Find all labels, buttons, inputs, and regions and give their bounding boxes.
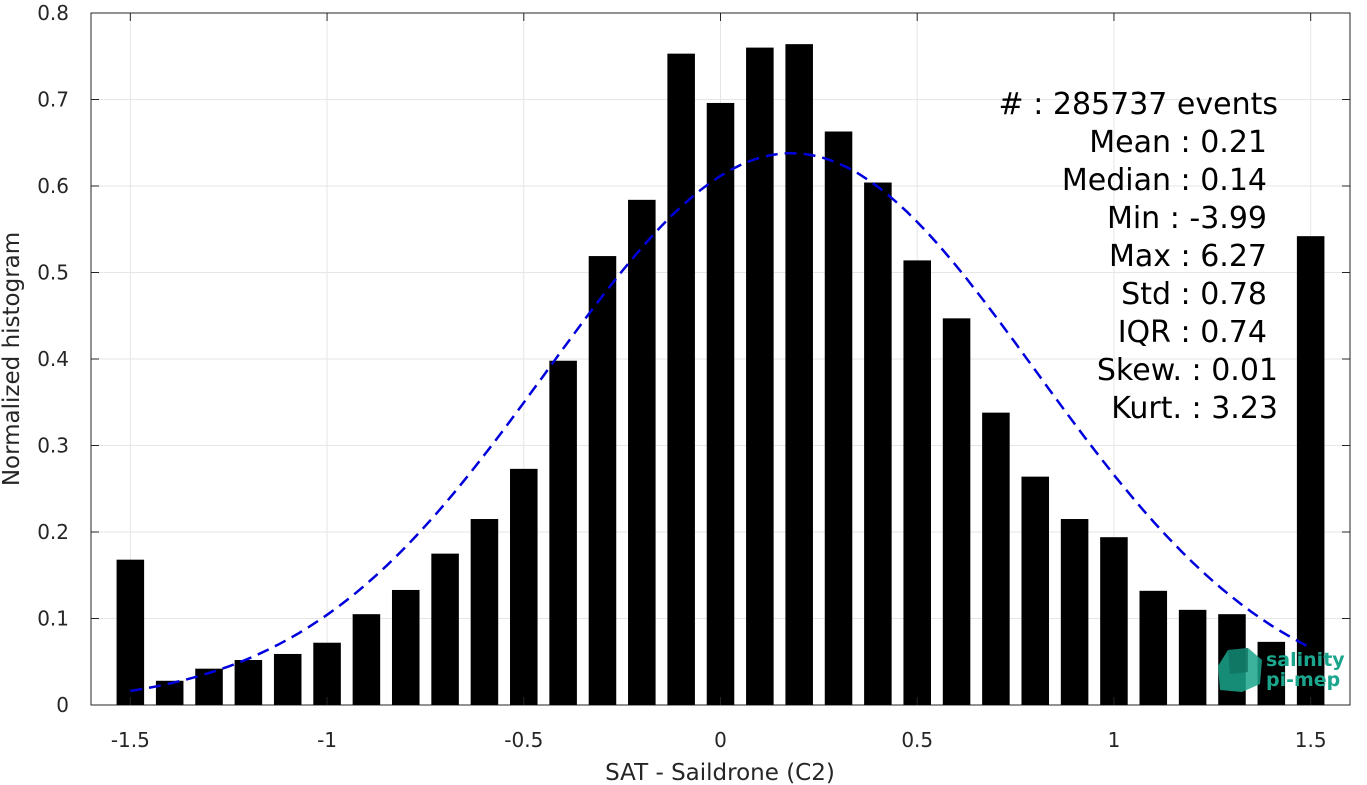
histogram-bar bbox=[116, 559, 145, 705]
histogram-bar bbox=[273, 653, 302, 705]
histogram-bar bbox=[549, 360, 577, 705]
y-tick-label: 0.4 bbox=[37, 347, 69, 371]
x-axis-label: SAT - Saildrone (C2) bbox=[605, 760, 835, 785]
histogram-bar bbox=[313, 642, 341, 705]
x-tick-label: -0.5 bbox=[504, 728, 543, 752]
histogram-bar bbox=[864, 182, 892, 706]
stat-line: Min : -3.99 bbox=[1107, 201, 1267, 236]
histogram-bar bbox=[1100, 537, 1128, 705]
x-tick-label: 0.5 bbox=[901, 728, 933, 752]
histogram-bar bbox=[628, 199, 656, 705]
histogram-bar bbox=[1296, 236, 1325, 706]
stat-line: # : 285737 events bbox=[999, 87, 1278, 122]
histogram-bar bbox=[942, 318, 971, 705]
fit-curve bbox=[130, 151, 1312, 693]
histogram-bar bbox=[746, 47, 774, 706]
histogram-bar bbox=[510, 468, 538, 705]
logo-cube-shade bbox=[1228, 648, 1248, 674]
y-tick-label: 0.8 bbox=[37, 1, 69, 25]
histogram-bar bbox=[195, 668, 223, 705]
histogram-bar bbox=[667, 53, 695, 705]
y-tick-labels: 0 0.1 0.2 0.3 0.4 0.5 0.6 0.7 0.8 bbox=[37, 1, 69, 717]
histogram-bar bbox=[1178, 609, 1207, 705]
y-tick-label: 0.1 bbox=[37, 607, 69, 631]
histogram-bar bbox=[391, 589, 420, 705]
histogram-bar bbox=[588, 256, 617, 705]
histogram-bar bbox=[431, 553, 459, 705]
y-axis-label: Normalized histogram bbox=[0, 232, 25, 486]
stat-line: Max : 6.27 bbox=[1109, 239, 1267, 274]
logo-text-salinity: salinity bbox=[1266, 649, 1345, 671]
stat-line: Mean : 0.21 bbox=[1089, 125, 1267, 160]
ticks bbox=[91, 12, 1350, 706]
histogram-bar bbox=[470, 519, 499, 705]
stat-line: Skew. : 0.01 bbox=[1097, 353, 1278, 388]
histogram-bar bbox=[1021, 476, 1050, 705]
stat-line: Std : 0.78 bbox=[1121, 277, 1267, 312]
x-tick-labels: -1.5 -1 -0.5 0 0.5 1 1.5 bbox=[111, 728, 1327, 752]
histogram-bar bbox=[982, 412, 1010, 705]
histogram-bar bbox=[1257, 641, 1286, 705]
logo-text-pimep: pi-mep bbox=[1266, 669, 1340, 691]
x-tick-label: -1.5 bbox=[111, 728, 150, 752]
histogram-bar bbox=[234, 660, 263, 705]
x-tick-label: 0 bbox=[714, 728, 727, 752]
histogram-bar bbox=[785, 44, 813, 705]
stat-line: Kurt. : 3.23 bbox=[1111, 391, 1278, 426]
stat-line: Median : 0.14 bbox=[1062, 163, 1267, 198]
histogram-bar bbox=[1060, 519, 1089, 705]
histogram-bar bbox=[706, 102, 735, 705]
x-tick-label: 1 bbox=[1108, 728, 1121, 752]
histogram-bar bbox=[903, 260, 931, 705]
y-tick-label: 0.6 bbox=[37, 174, 69, 198]
y-tick-label: 0.2 bbox=[37, 520, 69, 544]
y-tick-label: 0.5 bbox=[37, 261, 69, 285]
x-tick-label: -1 bbox=[317, 728, 337, 752]
stat-line: IQR : 0.74 bbox=[1118, 315, 1267, 350]
salinity-pimep-logo: salinity pi-mep bbox=[1218, 648, 1345, 692]
y-tick-label: 0 bbox=[56, 693, 69, 717]
histogram-bar bbox=[1139, 590, 1168, 705]
histogram-bar bbox=[824, 131, 853, 705]
histogram-bar bbox=[352, 614, 381, 705]
y-tick-label: 0.7 bbox=[37, 88, 69, 112]
y-tick-label: 0.3 bbox=[37, 434, 69, 458]
x-tick-label: 1.5 bbox=[1295, 728, 1327, 752]
